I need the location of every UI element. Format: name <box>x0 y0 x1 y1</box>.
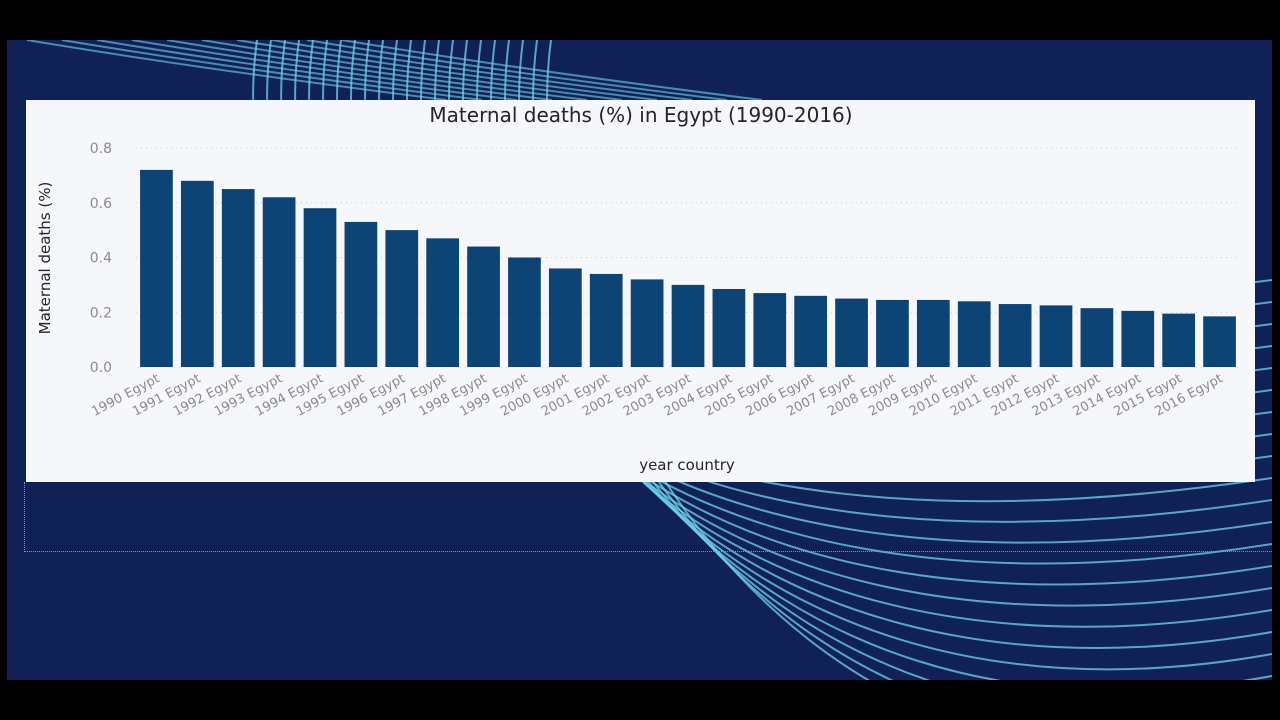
y-tick-label: 0.4 <box>90 251 112 267</box>
bar <box>1039 305 1073 367</box>
chart-title: Maternal deaths (%) in Egypt (1990-2016) <box>429 103 852 127</box>
bar <box>344 221 378 367</box>
x-axis-label: year country <box>639 456 735 474</box>
chart-panel[interactable]: Maternal deaths (%) in Egypt (1990-2016)… <box>26 100 1255 482</box>
bar <box>753 293 787 367</box>
bar <box>794 295 828 367</box>
wave-line <box>306 40 728 101</box>
wave-line <box>271 40 693 101</box>
bar <box>1121 310 1155 367</box>
wave-line <box>341 40 763 101</box>
wave-line <box>236 40 658 101</box>
bar <box>712 288 746 367</box>
bar <box>671 284 705 367</box>
bar <box>998 304 1032 367</box>
wave-line <box>131 40 553 101</box>
y-tick-label: 0.0 <box>90 360 112 376</box>
bar <box>140 169 173 367</box>
wave-line <box>61 40 483 101</box>
wave-line <box>201 40 623 101</box>
bar <box>589 273 623 367</box>
bar <box>630 279 664 367</box>
bar <box>303 208 337 367</box>
visual-selection-frame <box>24 482 1272 552</box>
bar <box>262 197 296 367</box>
y-tick-label: 0.8 <box>90 141 112 157</box>
bar <box>1203 316 1236 367</box>
wave-line <box>96 40 518 101</box>
bar <box>385 230 419 367</box>
bar-chart: Maternal deaths (%) in Egypt (1990-2016)… <box>36 103 1240 474</box>
bar <box>835 298 868 367</box>
bar <box>916 299 950 367</box>
bar <box>548 268 582 367</box>
bar <box>180 180 214 367</box>
bar <box>1162 313 1196 367</box>
bar <box>426 238 460 367</box>
bar <box>467 246 500 367</box>
bar <box>957 301 991 367</box>
y-tick-label: 0.6 <box>90 196 112 212</box>
bar <box>508 257 541 367</box>
bar <box>876 299 909 367</box>
y-tick-label: 0.2 <box>90 305 112 321</box>
y-axis-label: Maternal deaths (%) <box>36 182 54 335</box>
wave-line <box>26 40 448 101</box>
bar <box>1080 308 1114 367</box>
bar <box>221 189 255 367</box>
wave-line <box>166 40 588 101</box>
